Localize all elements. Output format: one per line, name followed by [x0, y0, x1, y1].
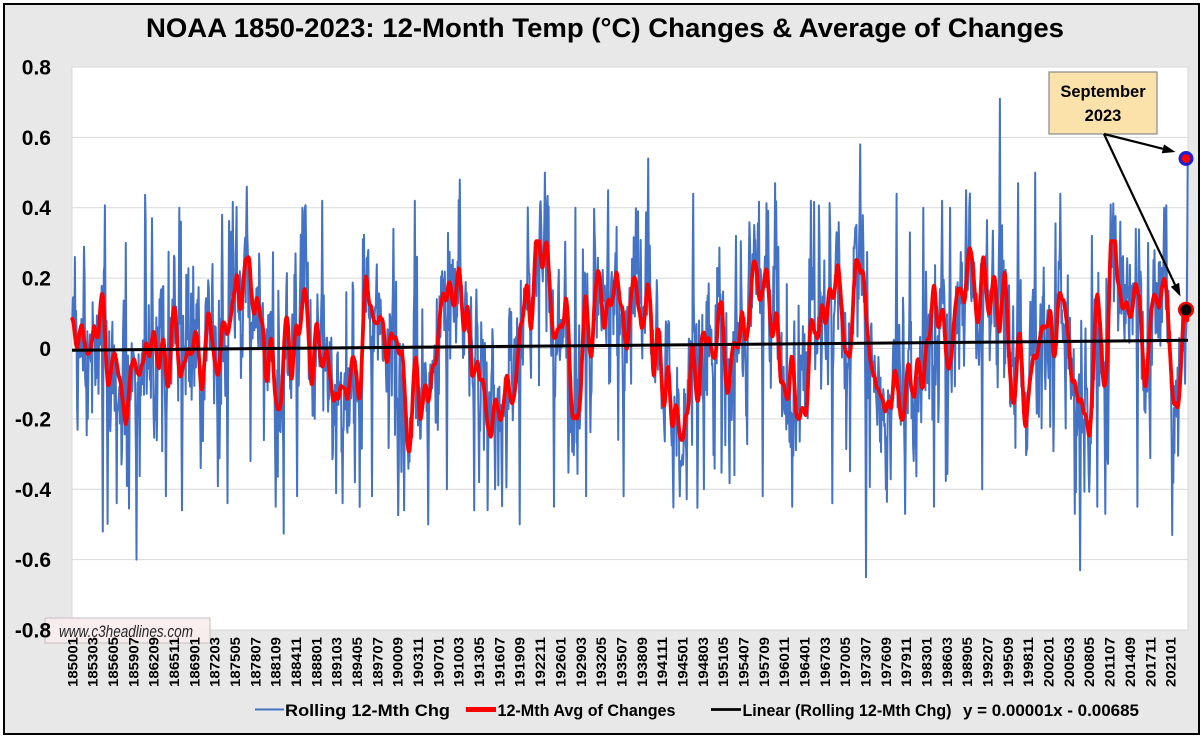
svg-text:201409: 201409	[1122, 637, 1138, 687]
svg-text:191607: 191607	[491, 637, 507, 687]
svg-text:0.4: 0.4	[22, 197, 52, 220]
svg-text:186209: 186209	[146, 637, 162, 687]
svg-text:192601: 192601	[552, 637, 568, 687]
svg-text:189103: 189103	[329, 637, 345, 687]
svg-text:197609: 197609	[878, 637, 894, 687]
svg-text:187807: 187807	[247, 637, 263, 687]
svg-text:188411: 188411	[288, 637, 304, 687]
svg-text:198301: 198301	[919, 637, 935, 687]
svg-text:-0.2: -0.2	[15, 408, 51, 431]
svg-text:191305: 191305	[471, 637, 487, 687]
svg-text:200503: 200503	[1061, 637, 1077, 687]
svg-text:198905: 198905	[959, 637, 975, 687]
svg-text:197005: 197005	[837, 637, 853, 687]
svg-text:190311: 190311	[410, 637, 426, 687]
svg-text:0.8: 0.8	[22, 57, 52, 80]
svg-text:192903: 192903	[573, 637, 589, 687]
svg-text:195105: 195105	[715, 637, 731, 687]
svg-text:199811: 199811	[1020, 637, 1036, 687]
svg-text:194803: 194803	[695, 637, 711, 687]
svg-text:197307: 197307	[858, 637, 874, 687]
svg-text:187203: 187203	[207, 637, 223, 687]
svg-text:193507: 193507	[613, 637, 629, 687]
svg-text:196703: 196703	[817, 637, 833, 687]
svg-text:0: 0	[39, 338, 51, 361]
svg-text:189707: 189707	[369, 637, 385, 687]
svg-text:194111: 194111	[654, 637, 670, 687]
svg-text:Linear (Rolling 12-Mth Chg): Linear (Rolling 12-Mth Chg)	[743, 702, 952, 720]
svg-text:198603: 198603	[939, 637, 955, 687]
svg-text:200805: 200805	[1081, 637, 1097, 687]
svg-text:-0.8: -0.8	[15, 620, 52, 643]
svg-text:y = 0.00001x - 0.00685: y = 0.00001x - 0.00685	[963, 702, 1139, 720]
svg-text:186511: 186511	[166, 637, 182, 687]
svg-text:2023: 2023	[1085, 107, 1122, 125]
svg-text:185303: 185303	[85, 637, 101, 687]
svg-text:195407: 195407	[736, 637, 752, 687]
svg-text:199509: 199509	[1000, 637, 1016, 687]
svg-text:199207: 199207	[980, 637, 996, 687]
svg-text:0.6: 0.6	[22, 127, 51, 150]
svg-text:191003: 191003	[451, 637, 467, 687]
svg-text:187505: 187505	[227, 637, 243, 687]
svg-text:197911: 197911	[898, 637, 914, 687]
svg-text:193205: 193205	[593, 637, 609, 687]
svg-text:12-Mth Avg of Changes: 12-Mth Avg of Changes	[498, 702, 676, 720]
svg-text:185001: 185001	[64, 637, 80, 687]
svg-text:0.2: 0.2	[22, 268, 51, 291]
svg-text:188109: 188109	[268, 637, 284, 687]
svg-text:202101: 202101	[1163, 637, 1179, 687]
svg-text:194501: 194501	[675, 637, 691, 687]
svg-text:189405: 189405	[349, 637, 365, 687]
svg-text:196011: 196011	[776, 637, 792, 687]
svg-text:201107: 201107	[1102, 637, 1118, 687]
svg-text:193809: 193809	[634, 637, 650, 687]
svg-text:-0.4: -0.4	[15, 479, 52, 502]
svg-text:185907: 185907	[125, 637, 141, 687]
svg-text:200201: 200201	[1041, 637, 1057, 687]
svg-text:188801: 188801	[308, 637, 324, 687]
svg-text:NOAA 1850-2023: 12-Month Temp: NOAA 1850-2023: 12-Month Temp (°C) Chang…	[146, 13, 1064, 43]
svg-text:Rolling 12-Mth Chg: Rolling 12-Mth Chg	[285, 702, 450, 720]
svg-text:195709: 195709	[756, 637, 772, 687]
svg-text:www.c3headlines.com: www.c3headlines.com	[59, 623, 193, 641]
svg-text:190701: 190701	[430, 637, 446, 687]
svg-text:191909: 191909	[512, 637, 528, 687]
svg-text:201711: 201711	[1142, 637, 1158, 687]
svg-text:-0.6: -0.6	[15, 549, 51, 572]
svg-text:185605: 185605	[105, 637, 121, 687]
svg-text:186901: 186901	[186, 637, 202, 687]
svg-text:September: September	[1060, 83, 1146, 101]
svg-text:196401: 196401	[797, 637, 813, 687]
svg-text:192211: 192211	[532, 637, 548, 687]
svg-text:190009: 190009	[390, 637, 406, 687]
